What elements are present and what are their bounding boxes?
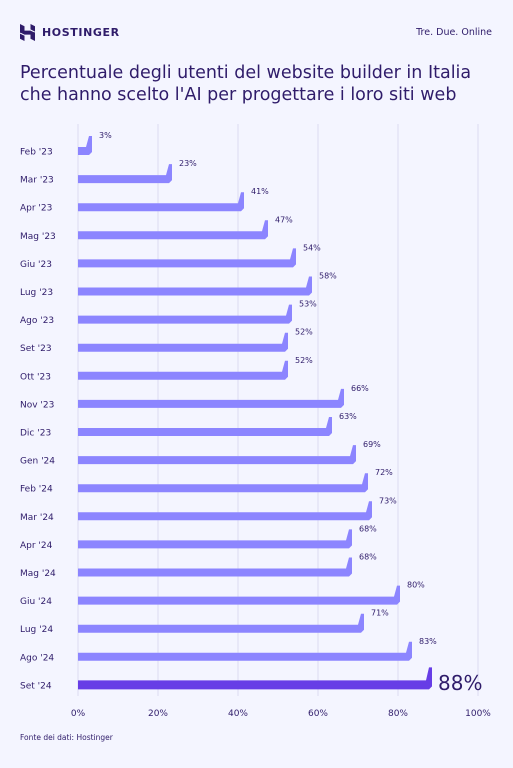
x-tick-label: 40% <box>228 709 248 719</box>
chart-title: Percentuale degli utenti del website bui… <box>20 63 472 105</box>
x-tick-label: 0% <box>71 709 86 719</box>
bar <box>78 417 332 436</box>
category-label: Ott '23 <box>20 372 51 382</box>
bar <box>78 445 356 465</box>
bar <box>78 613 364 633</box>
bar <box>78 192 244 212</box>
data-label: 69% <box>363 440 381 449</box>
logo-text: HOSTINGER <box>42 26 120 39</box>
category-label: Mar '24 <box>20 513 54 523</box>
bar-chart: 0% 20% 40% 60% 80% 100% Feb '23 3% Mar '23 23% Apr… <box>20 124 491 719</box>
bar <box>78 501 372 521</box>
data-label: 52% <box>295 356 313 365</box>
bar <box>78 248 296 268</box>
data-label: 52% <box>295 328 313 337</box>
x-tick-label: 60% <box>308 709 328 719</box>
data-label: 53% <box>299 300 317 309</box>
x-tick-label: 100% <box>465 709 491 719</box>
category-label: Lug '23 <box>20 288 53 298</box>
bar <box>78 529 352 549</box>
bar <box>78 473 368 493</box>
category-label: Mag '23 <box>20 232 56 242</box>
x-tick-label: 20% <box>148 709 168 719</box>
bar <box>78 136 92 155</box>
bar <box>78 360 288 380</box>
data-label: 68% <box>359 553 377 562</box>
data-label: 72% <box>375 468 393 477</box>
data-label: 68% <box>359 524 377 533</box>
data-label: 58% <box>319 272 337 281</box>
bar <box>78 557 352 577</box>
bar <box>78 332 288 352</box>
data-label: 54% <box>303 243 321 252</box>
bar <box>78 667 432 690</box>
x-tick-label: 80% <box>388 709 408 719</box>
bar <box>78 641 412 661</box>
category-label: Ago '23 <box>20 316 54 326</box>
category-label: Dic '23 <box>20 429 51 439</box>
category-label: Feb '23 <box>20 148 53 158</box>
category-label: Apr '23 <box>20 204 52 214</box>
data-source: Fonte dei dati: Hostinger <box>20 733 113 742</box>
bar <box>78 388 344 408</box>
category-label: Set '24 <box>20 681 52 691</box>
data-label: 88% <box>438 671 482 695</box>
data-label: 47% <box>275 215 293 224</box>
category-label: Giu '23 <box>20 260 52 270</box>
category-label: Gen '24 <box>20 457 55 467</box>
data-label: 3% <box>99 131 112 140</box>
category-label: Nov '23 <box>20 400 54 410</box>
category-label: Mag '24 <box>20 569 56 579</box>
hostinger-logo[interactable]: HOSTINGER <box>20 24 120 41</box>
bar <box>78 585 400 605</box>
category-label: Set '23 <box>20 344 52 354</box>
data-label: 83% <box>419 637 437 646</box>
bar <box>78 304 292 324</box>
category-label: Ago '24 <box>20 653 54 663</box>
tagline: Tre. Due. Online <box>416 27 492 38</box>
bar <box>78 220 268 240</box>
category-label: Apr '24 <box>20 541 53 551</box>
data-label: 41% <box>251 187 269 196</box>
data-label: 73% <box>379 496 397 505</box>
data-label: 66% <box>351 384 369 393</box>
data-label: 63% <box>339 412 357 421</box>
data-label: 71% <box>371 609 389 618</box>
category-label: Giu '24 <box>20 597 52 607</box>
bar <box>78 276 312 296</box>
category-label: Lug '24 <box>20 625 53 635</box>
bar <box>78 164 172 184</box>
hostinger-logo-icon <box>20 24 35 41</box>
data-label: 80% <box>407 581 425 590</box>
data-label: 23% <box>179 159 197 168</box>
category-label: Mar '23 <box>20 176 54 186</box>
category-label: Feb '24 <box>20 485 53 495</box>
header: HOSTINGER Tre. Due. Online <box>20 24 492 44</box>
